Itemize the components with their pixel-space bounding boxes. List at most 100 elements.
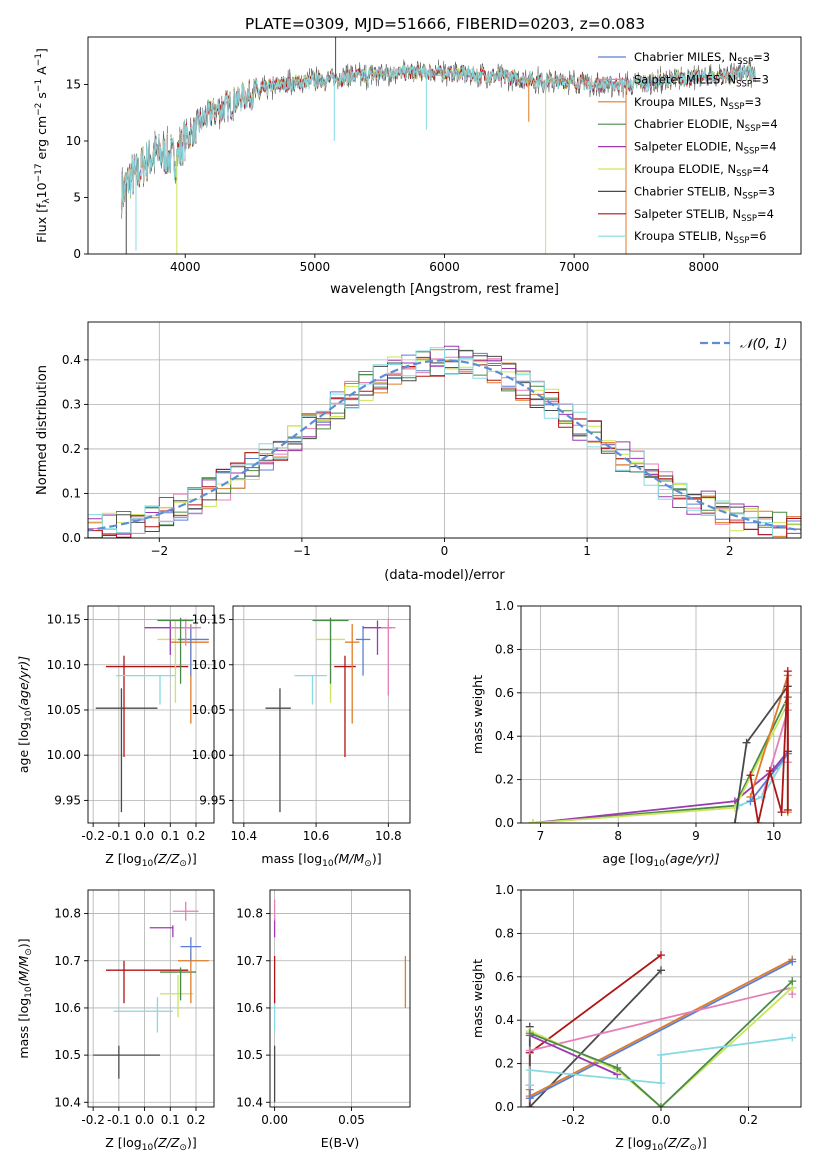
x-tick-label: 5000 [300,260,331,274]
x-tick-label: 0.1 [161,1113,180,1127]
y-axis-label-part: (age/yr)] [16,656,31,711]
y-tick-label: 15 [66,77,81,91]
x-tick-label: 0.1 [161,829,180,843]
weight-line [529,1034,618,1076]
legend-suffix: =4 [760,140,777,154]
y-tick-label: 10.6 [54,1001,81,1015]
legend-sub: SSP [736,79,752,89]
normal-reference-curve [88,359,801,532]
axes-frame [87,889,215,1108]
legend-name: Salpeter MILES, N [634,72,736,86]
x-tick-label: 7 [537,829,545,843]
y-tick-label: 10 [66,134,81,148]
legend-name: Chabrier MILES, N [634,50,737,64]
legend-suffix: =4 [752,162,769,176]
y-axis-label: mass weight [470,959,485,1038]
plot-area [528,667,792,823]
legend-sub: SSP [745,124,761,134]
legend-entry: Salpeter STELIB, NSSP=4 [634,207,774,224]
x-axis-label: E(B-V) [321,1135,360,1150]
y-tick-label: 0.8 [495,926,514,940]
legend-sub: SSP [734,236,750,246]
legend-sub: SSP [736,169,752,179]
x-axis-label-part: Z [log [105,851,141,866]
y-tick-label: 9.95 [54,793,81,807]
legend-sub: SSP [741,214,757,224]
errorbar-point [149,925,174,938]
x-axis-label-part: )] [187,1135,197,1150]
weight-marker [525,1066,534,1075]
y-axis-label: mass weight [470,675,485,754]
x-tick-label: 4000 [170,260,201,274]
errorbar-point [93,1045,160,1079]
legend-sub: SSP [729,102,745,112]
y-axis-label: Normed distribution [35,365,50,495]
y-tick-label: 1.0 [495,599,514,613]
weight-marker [746,797,755,806]
x-tick-label: -0.2 [81,829,104,843]
mass-weight-vs-metallicity-panel: -0.2 0.0 0.2 0.0 0.2 0.4 0.6 0.8 1.0 Z [log10(Z/Z… [470,883,802,1153]
errorbar-point [95,688,158,813]
plot-area [265,617,396,813]
x-axis-label: Z [log10(Z/Z⊙)] [105,851,196,869]
x-axis-label-part: )] [372,851,382,866]
y-tick-label: 0.8 [495,642,514,656]
x-axis-label-part: 10 [322,859,334,869]
x-tick-label: 10.8 [375,829,402,843]
weight-series [528,693,792,823]
y-tick-label: 0.3 [62,397,81,411]
plot-area [93,901,209,1079]
y-tick-label: 10.15 [47,613,81,627]
errorbar-point [160,974,194,1018]
x-tick-label: 1 [583,544,591,558]
legend-entry: 𝒩(0, 1) [740,337,787,352]
x-tick-label: 0.00 [261,1113,288,1127]
y-axis-label-part: λ [42,198,52,204]
legend-entry: Chabrier MILES, NSSP=3 [634,50,770,67]
mass-vs-ebv-panel: 0.00 0.05 10.4 10.5 10.6 10.7 10.8 E(B-V) [236,889,411,1150]
legend-suffix: =6 [749,229,766,243]
plot-area [95,617,209,813]
weight-series [746,667,792,823]
weight-marker [788,1033,797,1042]
y-tick-label: 10.7 [54,954,81,968]
x-tick-label: -0.1 [107,1113,130,1127]
y-axis-label-part: mass [log [16,998,31,1059]
weight-line [532,703,789,823]
weight-marker [754,819,763,823]
x-tick-label: 7000 [559,260,590,274]
y-tick-label: 10.4 [236,1095,263,1109]
plot-area [273,899,407,1103]
weight-marker [525,1029,534,1038]
legend-sub: SSP [744,147,760,157]
x-tick-label: 10 [766,829,781,843]
x-tick-label: 0 [441,544,449,558]
y-axis-label-part: Flux [f [34,203,49,243]
x-axis-label-part: ⊙ [364,859,372,869]
plot-area [121,37,756,254]
y-tick-label: 0.6 [495,686,514,700]
y-tick-label: 10.05 [47,703,81,717]
y-axis-label-part: (M/M [16,956,31,987]
x-axis-label-part: ⊙ [179,1143,187,1153]
x-tick-label: 0.2 [739,1113,758,1127]
legend-sub: SSP [742,191,758,201]
legend-suffix: =3 [744,95,761,109]
residuals-histogram-panel: −2 −1 0 1 2 0.0 0.1 0.2 0.3 0.4 (data-model)/error… [35,321,802,583]
x-tick-label: 2 [726,544,734,558]
weight-marker [525,1081,534,1090]
weight-marker [657,951,665,960]
weight-marker [783,805,792,814]
x-tick-label: −1 [293,544,311,558]
x-axis-label-part: mass [log [261,851,322,866]
y-axis-label-group: age [log10(age/yr)] [16,656,34,773]
x-tick-label: -0.2 [81,1113,104,1127]
errorbar-point [170,618,202,646]
y-axis-label: age [log10(age/yr)] [16,656,34,773]
legend-entry: Kroupa STELIB, NSSP=6 [634,229,766,246]
weight-marker [742,738,751,747]
legend-entry: Salpeter MILES, NSSP=3 [634,72,769,89]
legend-name: Kroupa STELIB, N [634,229,734,243]
